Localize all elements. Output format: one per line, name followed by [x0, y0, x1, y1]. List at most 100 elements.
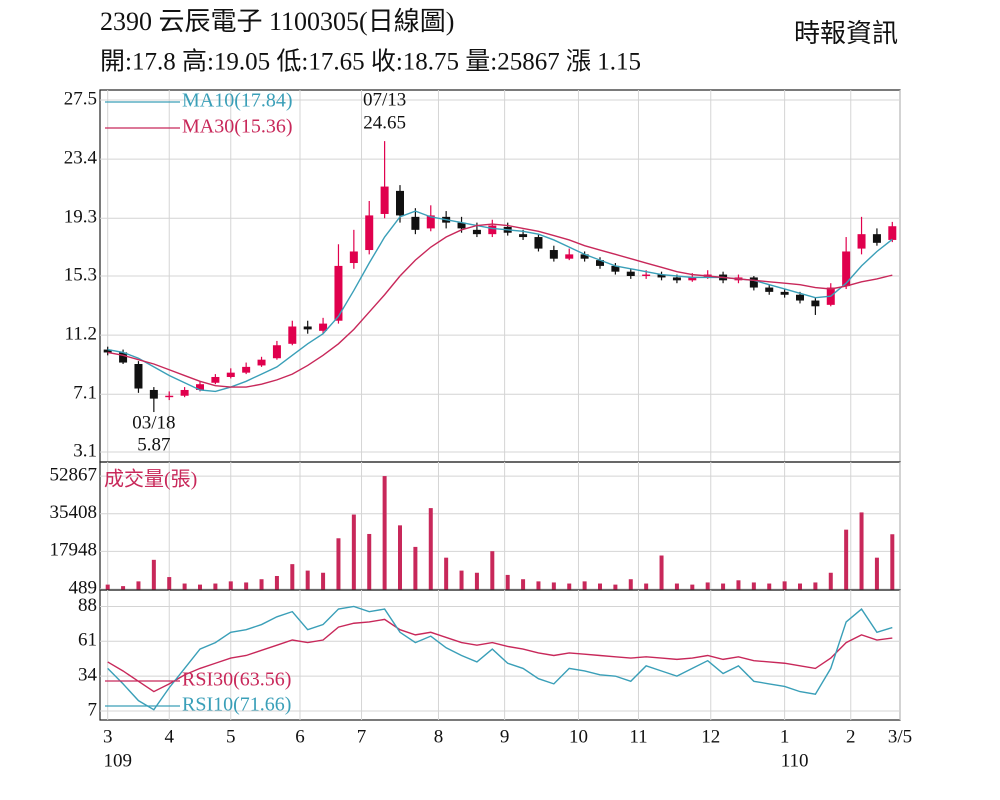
x-tick-label: 7	[357, 726, 367, 747]
candle-body	[611, 265, 620, 272]
volume-bar	[582, 581, 587, 590]
candle-body	[626, 271, 635, 276]
candle-body	[288, 326, 297, 344]
year-label: 109	[103, 750, 132, 771]
y-tick-label: 27.5	[64, 88, 97, 109]
volume-bar	[151, 559, 156, 590]
candle-body	[411, 216, 420, 230]
volume-bar	[844, 529, 849, 590]
candle-body	[196, 384, 204, 390]
volume-bar	[598, 583, 602, 590]
volume-bar	[521, 579, 526, 590]
volume-bar	[459, 570, 464, 590]
volume-bar	[813, 582, 818, 590]
line-series	[107, 605, 893, 711]
year-label: 110	[781, 750, 809, 771]
volume-bar	[551, 582, 556, 590]
volume-bar	[705, 582, 710, 590]
candle-body	[242, 366, 251, 373]
candle-body	[319, 323, 328, 331]
volume-bar	[105, 584, 110, 590]
y-tick-label: 7.1	[73, 383, 97, 404]
x-tick-label: 6	[295, 726, 305, 747]
volume-bar	[644, 583, 649, 590]
x-tick-label: 4	[164, 726, 174, 747]
volume-bar	[274, 575, 279, 590]
candle-body	[488, 225, 497, 235]
volume-bar	[874, 557, 879, 590]
volume-bar	[213, 583, 218, 590]
candle-body	[103, 349, 112, 353]
y-tick-label: 11.2	[64, 324, 97, 345]
legend-label: MA30(15.36)	[182, 116, 293, 138]
volume-bar	[490, 551, 495, 590]
volume-bar	[228, 581, 233, 590]
volume-bar	[782, 581, 787, 590]
candle-body	[888, 226, 897, 240]
candle-body	[549, 250, 558, 259]
y-tick-label: 7	[88, 699, 98, 720]
candle-body	[642, 274, 651, 276]
candle-body	[149, 389, 158, 399]
annotation-date: 03/18	[132, 412, 175, 433]
candle-body	[857, 234, 866, 249]
y-tick-label: 88	[78, 595, 97, 616]
volume-bar	[890, 534, 895, 590]
volume-bar	[767, 583, 772, 590]
annotation-value: 24.65	[363, 112, 406, 133]
volume-bar	[690, 584, 695, 590]
y-tick-label: 61	[78, 630, 97, 651]
volume-bar	[428, 508, 433, 590]
volume-bar	[305, 570, 310, 590]
y-tick-label: 52867	[50, 464, 98, 485]
candle-body	[134, 364, 143, 389]
volume-bar	[290, 564, 295, 590]
candle-body	[165, 395, 174, 398]
y-tick-label: 23.4	[64, 148, 98, 169]
candle-body	[688, 277, 697, 281]
candle-body	[396, 190, 404, 216]
volume-bar	[398, 525, 402, 590]
candle-body	[749, 277, 758, 288]
candle-body	[257, 359, 266, 366]
candle-body	[842, 251, 851, 287]
x-tick-label: 9	[500, 726, 510, 747]
x-tick-label: 8	[434, 726, 444, 747]
x-tick-label: 12	[701, 726, 720, 747]
summary: 開:17.8 高:19.05 低:17.65 收:18.75 量:25867 漲…	[100, 48, 641, 76]
x-tick-label: 2	[846, 726, 856, 747]
candle-body	[211, 376, 220, 383]
candle-body	[565, 254, 574, 259]
volume-bar	[474, 572, 479, 590]
candle-body	[580, 254, 589, 259]
volume-bar	[136, 581, 141, 590]
x-tick-label: 5	[226, 726, 236, 747]
x-tick-label: 11	[629, 726, 647, 747]
legend-label: MA10(17.84)	[182, 90, 293, 112]
candle-body	[180, 389, 189, 396]
candle-body	[119, 352, 128, 363]
chart-title: 2390 云辰電子 1100305(日線圖)	[100, 7, 454, 36]
line-series	[107, 618, 893, 693]
candle-body	[519, 234, 528, 238]
volume-bar	[721, 583, 726, 590]
candle-body	[672, 277, 681, 281]
legend-label: 成交量(張)	[104, 468, 197, 491]
volume-bar	[751, 582, 756, 590]
candle-body	[226, 372, 235, 377]
x-tick-label: 10	[569, 726, 588, 747]
y-tick-label: 19.3	[64, 207, 97, 228]
y-tick-label: 489	[69, 577, 98, 598]
volume-bar	[505, 574, 510, 590]
candle-body	[472, 229, 481, 235]
volume-bar	[828, 572, 833, 590]
candle-body	[596, 260, 604, 266]
candle-body	[534, 237, 543, 249]
volume-bar	[613, 584, 618, 590]
volume-bar	[798, 583, 802, 590]
source: 時報資訊	[794, 19, 898, 48]
y-tick-label: 17948	[50, 540, 98, 561]
volume-bar	[382, 476, 387, 590]
line-series	[107, 223, 893, 388]
y-tick-label: 35408	[50, 502, 98, 523]
